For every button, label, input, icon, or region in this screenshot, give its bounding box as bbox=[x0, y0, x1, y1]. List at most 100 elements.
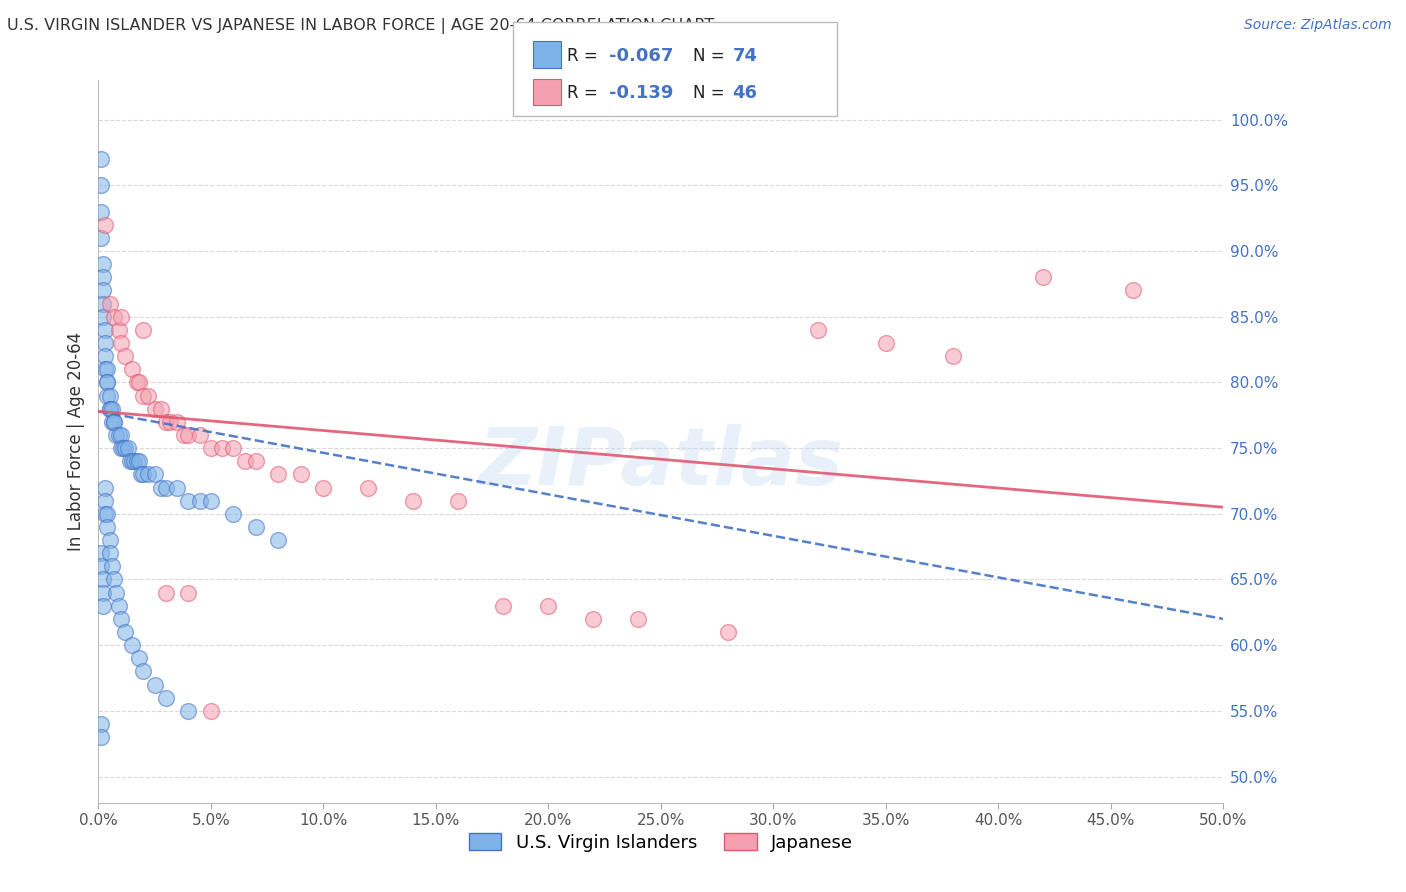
Point bbox=[117, 441, 139, 455]
Point bbox=[233, 835, 256, 849]
Point bbox=[114, 349, 136, 363]
Point bbox=[112, 441, 135, 455]
Point bbox=[222, 507, 245, 521]
Point bbox=[177, 704, 200, 718]
Point bbox=[132, 467, 155, 482]
Point bbox=[150, 401, 173, 416]
Point bbox=[94, 493, 117, 508]
Text: ZIPatlas: ZIPatlas bbox=[478, 425, 844, 502]
Point bbox=[121, 638, 143, 652]
Point bbox=[110, 336, 132, 351]
Point bbox=[94, 336, 117, 351]
Point bbox=[103, 415, 125, 429]
Point bbox=[98, 401, 121, 416]
Point bbox=[121, 362, 143, 376]
Point bbox=[129, 467, 152, 482]
Point bbox=[98, 296, 121, 310]
Point bbox=[143, 401, 166, 416]
Text: N =: N = bbox=[693, 46, 730, 64]
Point bbox=[91, 257, 114, 271]
Point bbox=[103, 310, 125, 324]
Point bbox=[136, 467, 159, 482]
Point bbox=[132, 323, 155, 337]
Point bbox=[91, 599, 114, 613]
Point bbox=[1122, 284, 1144, 298]
Point bbox=[96, 520, 118, 534]
Point bbox=[128, 454, 150, 468]
Point bbox=[807, 323, 830, 337]
Point bbox=[110, 441, 132, 455]
Point bbox=[177, 493, 200, 508]
Point bbox=[91, 585, 114, 599]
Point bbox=[357, 481, 380, 495]
Point bbox=[91, 284, 114, 298]
Point bbox=[110, 428, 132, 442]
Point bbox=[90, 717, 112, 731]
Point bbox=[103, 415, 125, 429]
Point bbox=[143, 677, 166, 691]
Point bbox=[155, 481, 177, 495]
Text: N =: N = bbox=[693, 84, 730, 102]
Point bbox=[211, 441, 233, 455]
Point bbox=[94, 507, 117, 521]
Point bbox=[125, 376, 148, 390]
Text: R =: R = bbox=[567, 46, 603, 64]
Text: Source: ZipAtlas.com: Source: ZipAtlas.com bbox=[1244, 18, 1392, 32]
Point bbox=[1032, 270, 1054, 285]
Point bbox=[110, 612, 132, 626]
Point bbox=[96, 507, 118, 521]
Point bbox=[267, 533, 290, 547]
Point bbox=[245, 454, 267, 468]
Point bbox=[155, 585, 177, 599]
Point bbox=[101, 415, 124, 429]
Point bbox=[91, 296, 114, 310]
Point bbox=[107, 323, 129, 337]
Point bbox=[155, 415, 177, 429]
Point bbox=[114, 625, 136, 640]
Point bbox=[98, 401, 121, 416]
Point bbox=[96, 362, 118, 376]
Point bbox=[717, 625, 740, 640]
Point bbox=[177, 428, 200, 442]
Point bbox=[107, 428, 129, 442]
Point bbox=[90, 231, 112, 245]
Point bbox=[103, 573, 125, 587]
Point bbox=[90, 152, 112, 166]
Point bbox=[582, 612, 605, 626]
Point bbox=[267, 467, 290, 482]
Point bbox=[155, 690, 177, 705]
Point bbox=[447, 493, 470, 508]
Point bbox=[177, 585, 200, 599]
Point bbox=[245, 520, 267, 534]
Point bbox=[132, 665, 155, 679]
Point bbox=[233, 454, 256, 468]
Point bbox=[173, 428, 195, 442]
Point bbox=[312, 481, 335, 495]
Point bbox=[98, 533, 121, 547]
Point bbox=[90, 178, 112, 193]
Point bbox=[94, 349, 117, 363]
Point bbox=[121, 454, 143, 468]
Point bbox=[200, 704, 222, 718]
Point bbox=[101, 401, 124, 416]
Point bbox=[222, 441, 245, 455]
Point bbox=[402, 493, 425, 508]
Point bbox=[107, 599, 129, 613]
Point bbox=[136, 388, 159, 402]
Y-axis label: In Labor Force | Age 20-64: In Labor Force | Age 20-64 bbox=[66, 332, 84, 551]
Point bbox=[200, 441, 222, 455]
Point bbox=[101, 559, 124, 574]
Point bbox=[942, 349, 965, 363]
Point bbox=[290, 467, 312, 482]
Point bbox=[110, 310, 132, 324]
Point bbox=[143, 467, 166, 482]
Point bbox=[128, 376, 150, 390]
Point bbox=[105, 585, 128, 599]
Text: U.S. VIRGIN ISLANDER VS JAPANESE IN LABOR FORCE | AGE 20-64 CORRELATION CHART: U.S. VIRGIN ISLANDER VS JAPANESE IN LABO… bbox=[7, 18, 714, 34]
Point bbox=[94, 481, 117, 495]
Point bbox=[166, 415, 188, 429]
Point bbox=[875, 336, 897, 351]
Point bbox=[114, 441, 136, 455]
Point bbox=[166, 481, 188, 495]
Point bbox=[96, 376, 118, 390]
